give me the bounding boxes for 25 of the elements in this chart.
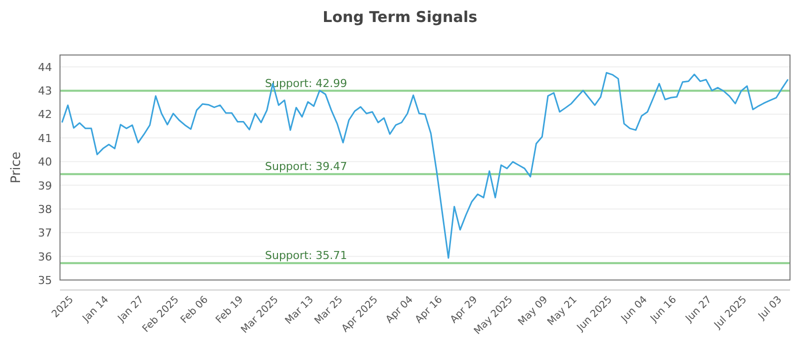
y-tick-label: 40 bbox=[38, 156, 52, 169]
x-tick-label: Jul 03 bbox=[756, 294, 784, 323]
ref-line-label: Support: 42.99 bbox=[265, 76, 348, 90]
x-tick-label: Jun 27 bbox=[683, 294, 714, 326]
x-tick-label: Feb 06 bbox=[178, 294, 210, 326]
x-tick-label: Jan 27 bbox=[115, 294, 146, 325]
y-axis-title: Price bbox=[9, 152, 24, 184]
y-tick-label: 42 bbox=[38, 108, 52, 122]
x-tick-label: Apr 04 bbox=[384, 294, 416, 326]
x-tick-label: Jun 04 bbox=[618, 294, 650, 326]
x-tick-label: Apr 16 bbox=[413, 294, 445, 326]
y-tick-label: 35 bbox=[38, 274, 52, 287]
y-tick-label: 36 bbox=[38, 250, 52, 264]
ref-line-label: Support: 35.71 bbox=[265, 249, 348, 262]
y-tick-label: 43 bbox=[38, 84, 52, 98]
x-tick-label: Apr 29 bbox=[448, 294, 480, 326]
x-tick-label: Jun 16 bbox=[648, 294, 679, 326]
ref-line-label: Support: 39.47 bbox=[265, 160, 348, 174]
y-tick-label: 37 bbox=[38, 226, 52, 240]
chart-title: Long Term Signals bbox=[322, 8, 478, 26]
x-tick-label: Jan 14 bbox=[80, 294, 111, 325]
y-tick-label: 44 bbox=[38, 60, 52, 74]
y-tick-label: 41 bbox=[38, 132, 52, 145]
y-tick-label: 38 bbox=[38, 202, 52, 216]
y-tick-label: 39 bbox=[38, 179, 52, 192]
